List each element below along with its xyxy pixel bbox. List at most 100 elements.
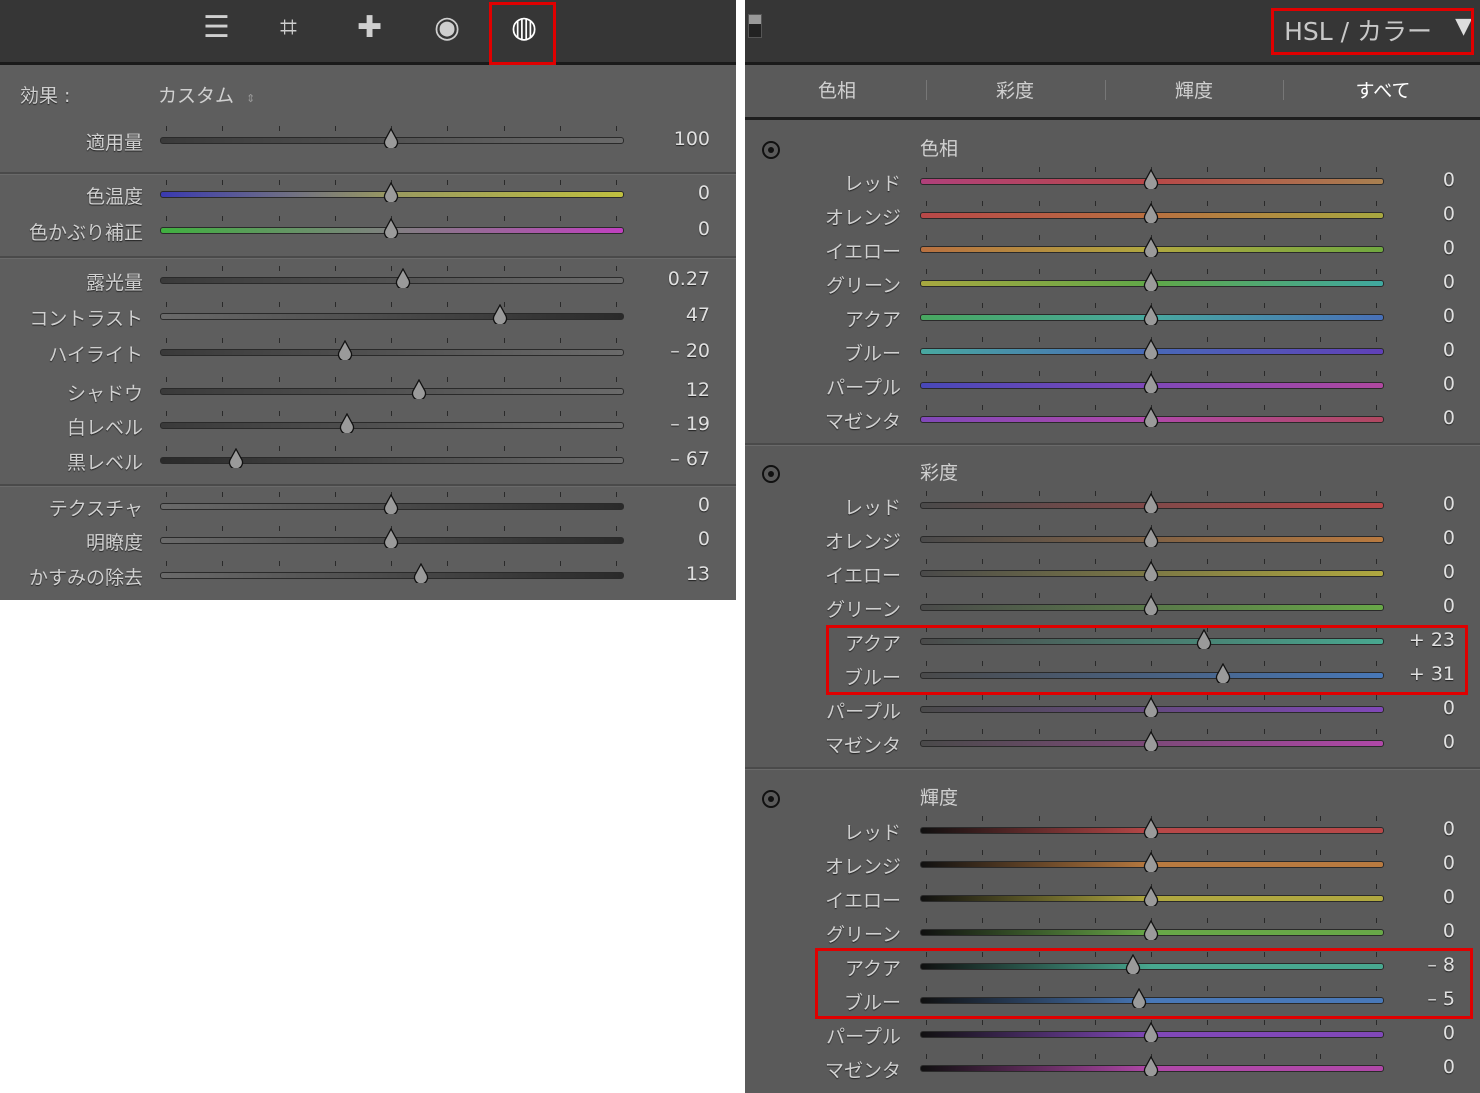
- slider-thumb[interactable]: [1143, 594, 1159, 617]
- slider-track[interactable]: [920, 963, 1384, 970]
- healing-bandage-icon[interactable]: ✚: [357, 10, 383, 45]
- slider-value[interactable]: 0: [1442, 920, 1455, 942]
- slider-value[interactable]: 0: [1442, 697, 1455, 719]
- slider-value[interactable]: – 67: [670, 448, 710, 470]
- slider-track[interactable]: [920, 672, 1384, 679]
- slider-thumb[interactable]: [1143, 304, 1159, 327]
- slider-thumb[interactable]: [337, 339, 353, 362]
- slider-value[interactable]: – 8: [1427, 954, 1455, 976]
- slider-track[interactable]: [160, 313, 624, 320]
- target-adjust-icon[interactable]: [762, 790, 780, 808]
- crop-rotate-icon[interactable]: ⌗: [280, 10, 297, 45]
- slider-value[interactable]: 100: [673, 128, 710, 150]
- slider-thumb[interactable]: [1143, 1021, 1159, 1044]
- slider-track[interactable]: [160, 349, 624, 356]
- slider-value[interactable]: 0: [1442, 1056, 1455, 1078]
- slider-value[interactable]: 0: [1442, 237, 1455, 259]
- slider-thumb[interactable]: [1143, 526, 1159, 549]
- slider-thumb[interactable]: [1143, 270, 1159, 293]
- slider-track[interactable]: [920, 638, 1384, 645]
- slider-thumb[interactable]: [383, 527, 399, 550]
- slider-value[interactable]: – 19: [670, 413, 710, 435]
- slider-track[interactable]: [160, 572, 624, 579]
- slider-value[interactable]: 0: [697, 494, 710, 516]
- slider-thumb[interactable]: [1143, 696, 1159, 719]
- slider-tick: [1038, 816, 1040, 821]
- tab-0[interactable]: 色相: [817, 80, 856, 102]
- slider-thumb[interactable]: [1143, 919, 1159, 942]
- radial-pattern-icon[interactable]: ◍: [511, 10, 538, 45]
- slider-thumb[interactable]: [383, 181, 399, 204]
- slider-value[interactable]: 0.27: [667, 268, 710, 290]
- slider-value[interactable]: 13: [685, 563, 710, 585]
- slider-thumb[interactable]: [1131, 987, 1147, 1010]
- slider-thumb[interactable]: [411, 378, 427, 401]
- slider-value[interactable]: 0: [697, 182, 710, 204]
- slider-value[interactable]: 0: [1442, 731, 1455, 753]
- red-eye-icon[interactable]: ◉: [434, 10, 461, 45]
- slider-track[interactable]: [160, 422, 624, 429]
- slider-value[interactable]: 0: [1442, 407, 1455, 429]
- slider-thumb[interactable]: [1143, 817, 1159, 840]
- slider-value[interactable]: + 23: [1408, 629, 1455, 651]
- slider-thumb[interactable]: [1143, 168, 1159, 191]
- slider-thumb[interactable]: [1196, 628, 1212, 651]
- tab-1[interactable]: 彩度: [995, 80, 1034, 102]
- slider-value[interactable]: 0: [697, 528, 710, 550]
- slider-thumb[interactable]: [1143, 492, 1159, 515]
- slider-value[interactable]: 0: [1442, 339, 1455, 361]
- slider-track[interactable]: [160, 388, 624, 395]
- slider-value[interactable]: – 20: [670, 340, 710, 362]
- slider-thumb[interactable]: [1143, 372, 1159, 395]
- slider-value[interactable]: 47: [685, 304, 710, 326]
- slider-value[interactable]: 0: [1442, 886, 1455, 908]
- tab-3[interactable]: すべて: [1355, 80, 1411, 102]
- slider-thumb[interactable]: [1215, 662, 1231, 685]
- hsl-title[interactable]: HSL / カラー: [1284, 17, 1432, 46]
- slider-thumb[interactable]: [395, 267, 411, 290]
- slider-value[interactable]: 0: [1442, 561, 1455, 583]
- slider-track[interactable]: [160, 457, 624, 464]
- slider-value[interactable]: – 5: [1427, 988, 1455, 1010]
- slider-thumb[interactable]: [383, 493, 399, 516]
- slider-thumb[interactable]: [1125, 953, 1141, 976]
- slider-thumb[interactable]: [383, 217, 399, 240]
- effect-select[interactable]: カスタム ⇕: [158, 81, 255, 108]
- slider-value[interactable]: + 31: [1408, 663, 1455, 685]
- slider-value[interactable]: 0: [1442, 305, 1455, 327]
- slider-thumb[interactable]: [339, 412, 355, 435]
- tab-2[interactable]: 輝度: [1174, 80, 1213, 102]
- slider-value[interactable]: 0: [1442, 493, 1455, 515]
- slider-thumb[interactable]: [383, 127, 399, 150]
- slider-thumb[interactable]: [1143, 851, 1159, 874]
- slider-track[interactable]: [160, 277, 624, 284]
- slider-value[interactable]: 0: [1442, 852, 1455, 874]
- slider-value[interactable]: 0: [1442, 527, 1455, 549]
- slider-value[interactable]: 0: [697, 218, 710, 240]
- slider-value[interactable]: 0: [1442, 271, 1455, 293]
- sliders-icon[interactable]: ☰: [203, 10, 230, 45]
- slider-value[interactable]: 0: [1442, 1022, 1455, 1044]
- slider-value[interactable]: 0: [1442, 203, 1455, 225]
- slider-thumb[interactable]: [228, 447, 244, 470]
- slider-thumb[interactable]: [1143, 406, 1159, 429]
- slider-thumb[interactable]: [1143, 236, 1159, 259]
- collapse-triangle-icon[interactable]: ▼: [1455, 14, 1472, 39]
- slider-value[interactable]: 0: [1442, 595, 1455, 617]
- slider-value[interactable]: 12: [685, 379, 710, 401]
- slider-value[interactable]: 0: [1442, 818, 1455, 840]
- slider-thumb[interactable]: [1143, 202, 1159, 225]
- slider-thumb[interactable]: [1143, 730, 1159, 753]
- slider-thumb[interactable]: [1143, 1055, 1159, 1078]
- slider-thumb[interactable]: [413, 562, 429, 585]
- target-adjust-icon[interactable]: [762, 465, 780, 483]
- slider-value[interactable]: 0: [1442, 169, 1455, 191]
- panel-toggle-icon[interactable]: [748, 14, 762, 38]
- slider-value[interactable]: 0: [1442, 373, 1455, 395]
- slider-track[interactable]: [920, 997, 1384, 1004]
- slider-thumb[interactable]: [1143, 338, 1159, 361]
- target-adjust-icon[interactable]: [762, 141, 780, 159]
- slider-thumb[interactable]: [492, 303, 508, 326]
- slider-thumb[interactable]: [1143, 560, 1159, 583]
- slider-thumb[interactable]: [1143, 885, 1159, 908]
